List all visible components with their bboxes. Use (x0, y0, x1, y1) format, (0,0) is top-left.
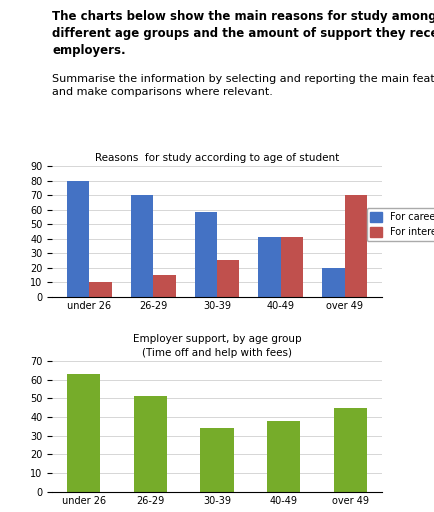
Bar (217, 260, 239, 296)
Title: Employer support, by age group
(Time off and help with fees): Employer support, by age group (Time off… (133, 334, 301, 357)
Bar (345, 195, 367, 296)
Bar (134, 396, 167, 492)
Bar (153, 275, 175, 296)
Bar (201, 428, 233, 492)
Bar (267, 421, 300, 492)
Bar (322, 268, 345, 296)
Text: The charts below show the main reasons for study among students of
different age: The charts below show the main reasons f… (52, 10, 434, 57)
Title: Reasons  for study according to age of student: Reasons for study according to age of st… (95, 153, 339, 162)
Bar (67, 181, 89, 296)
Bar (259, 237, 281, 296)
Bar (67, 374, 100, 492)
Bar (195, 212, 217, 296)
Bar (89, 282, 112, 296)
Legend: For career, For interest: For career, For interest (367, 208, 434, 241)
Text: Summarise the information by selecting and reporting the main features
and make : Summarise the information by selecting a… (52, 74, 434, 97)
Bar (131, 195, 153, 296)
Bar (334, 408, 367, 492)
Bar (281, 237, 303, 296)
